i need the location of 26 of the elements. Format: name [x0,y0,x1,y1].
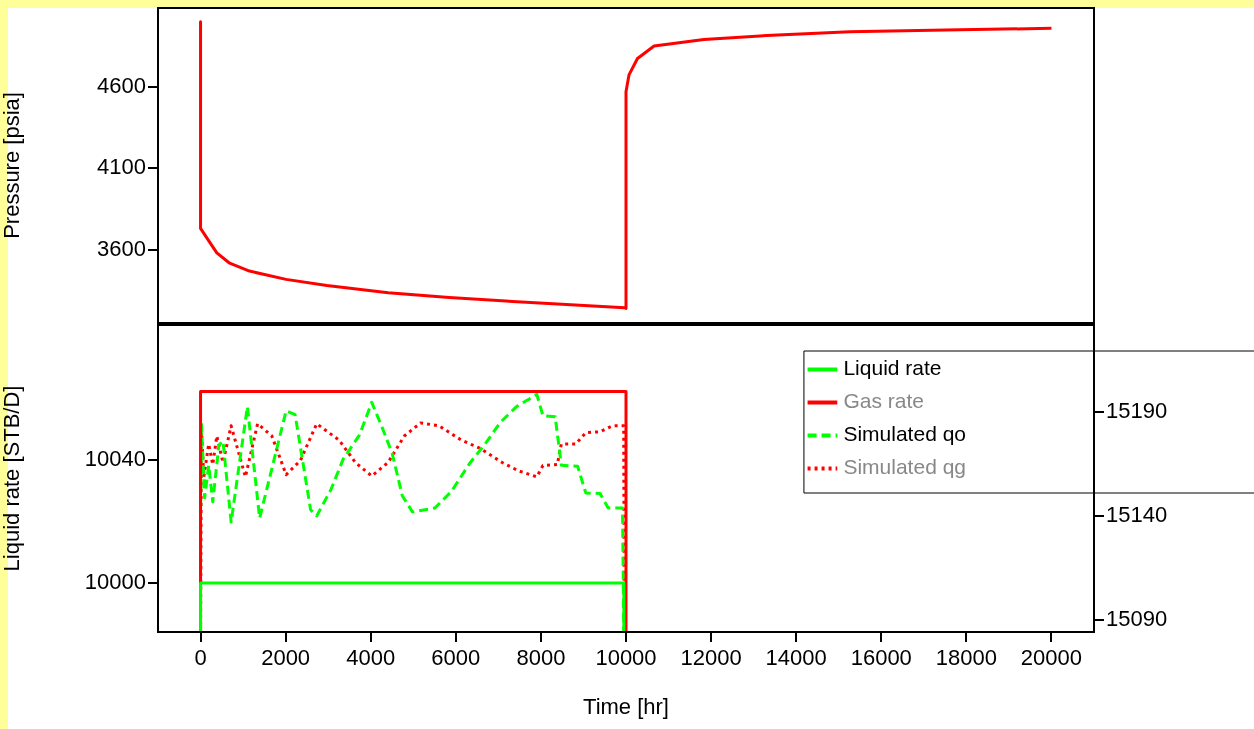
y-tick-label: 4100 [97,154,146,180]
y-tick-label: 4600 [97,73,146,99]
y2-tick-label: 15140 [1106,501,1168,527]
y-tick-label: 10000 [84,568,146,594]
x-tick-label: 20000 [1020,645,1083,671]
x-tick-label: 18000 [935,645,997,671]
legend-label: Simulated qg [843,455,966,479]
legend-label: Gas rate [843,389,924,413]
x-tick-label: 0 [194,645,207,671]
x-tick-label: 6000 [431,645,481,671]
x-tick-label: 4000 [346,645,396,671]
y2-tick-label: 15190 [1106,398,1168,424]
y2-tick-label: 15090 [1106,605,1168,631]
x-tick-label: 14000 [765,645,827,671]
y-tick-label: 10040 [84,446,146,472]
x-tick-label: 16000 [850,645,912,671]
x-axis-title: Time [hr] [583,693,669,719]
legend-label: Simulated qo [843,422,966,446]
y-tick-label: 3600 [97,235,146,261]
legend-label: Liquid rate [843,356,942,380]
y-axis-title: Liquid rate [STB/D] [0,385,25,572]
x-tick-label: 8000 [516,645,566,671]
x-tick-label: 12000 [680,645,742,671]
x-tick-label: 10000 [595,645,657,671]
y-axis-title: Pressure [psia] [0,92,25,239]
x-tick-label: 2000 [261,645,311,671]
